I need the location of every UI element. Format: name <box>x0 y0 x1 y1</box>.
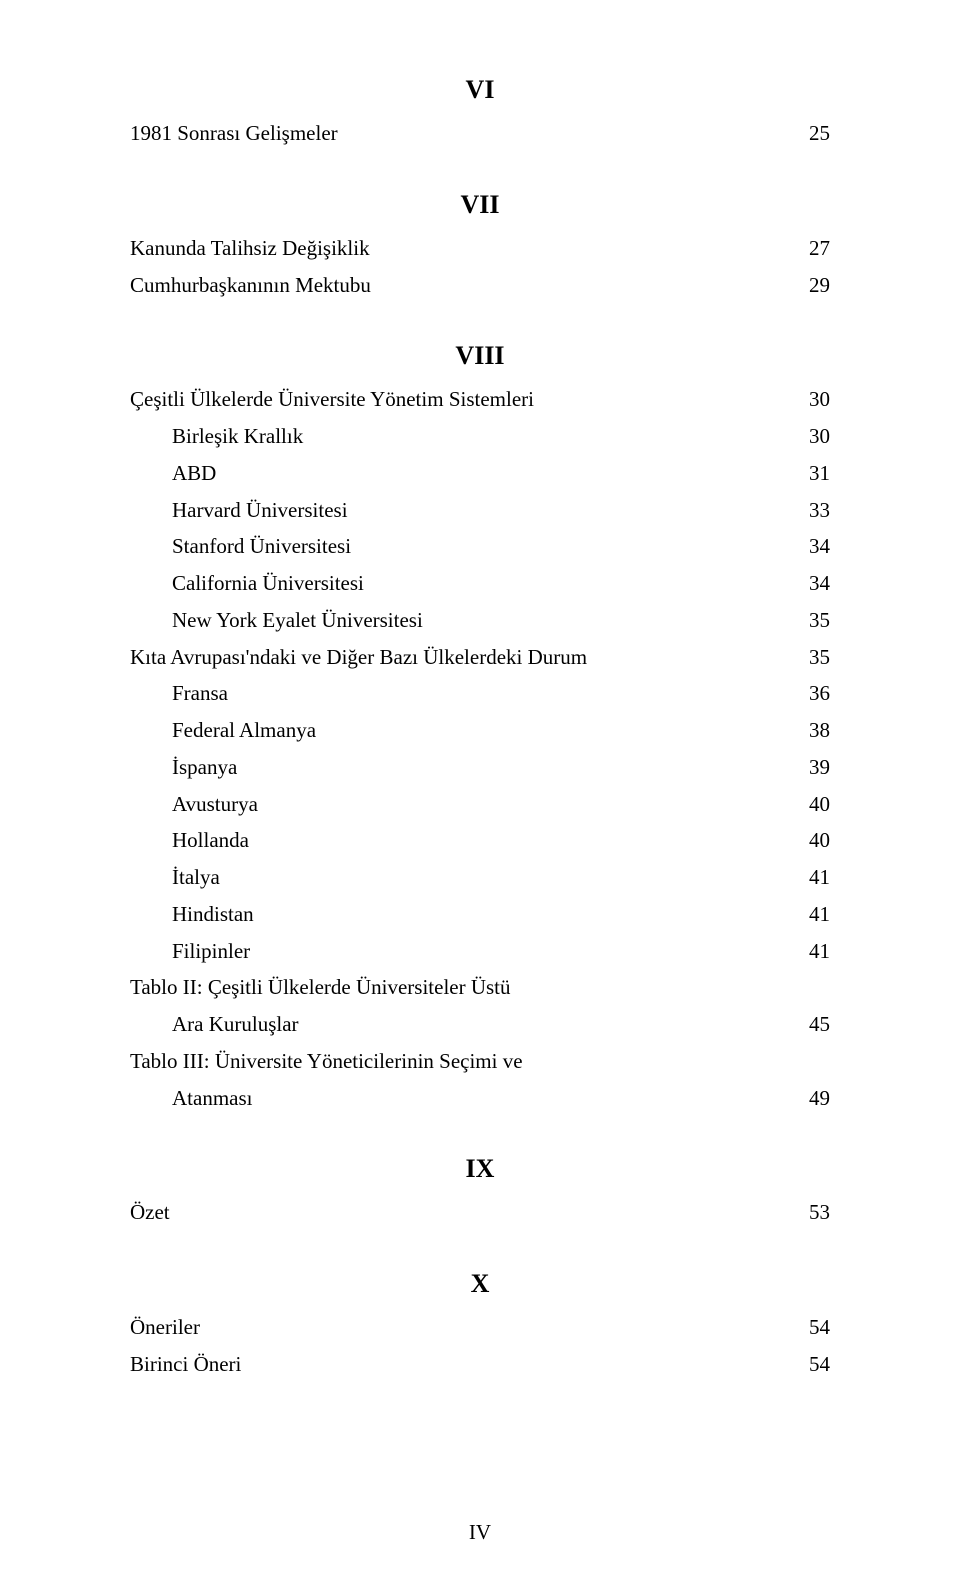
toc-entry-page: 29 <box>809 267 830 304</box>
toc-entry: İtalya 41 <box>130 859 830 896</box>
toc-entry-title: Kıta Avrupası'ndaki ve Diğer Bazı Ülkele… <box>130 639 587 676</box>
toc-entry: Hindistan 41 <box>130 896 830 933</box>
toc-entry-title: Çeşitli Ülkelerde Üniversite Yönetim Sis… <box>130 381 534 418</box>
toc-entry: ABD 31 <box>130 455 830 492</box>
page-footer-number: IV <box>0 1520 960 1545</box>
toc-entry-title: İtalya <box>172 859 220 896</box>
toc-entry-title: Birinci Öneri <box>130 1346 241 1383</box>
toc-entry-page: 40 <box>809 786 830 823</box>
toc-entry: Öneriler 54 <box>130 1309 830 1346</box>
toc-entry-page: 25 <box>809 115 830 152</box>
section-number: VI <box>130 75 830 105</box>
toc-entry-page: 33 <box>809 492 830 529</box>
toc-entry-page: 31 <box>809 455 830 492</box>
section-number: IX <box>130 1154 830 1184</box>
toc-entry-title: Birleşik Krallık <box>172 418 303 455</box>
toc-entry-title: Avusturya <box>172 786 258 823</box>
toc-entry: 1981 Sonrası Gelişmeler 25 <box>130 115 830 152</box>
toc-entry-page: 30 <box>809 381 830 418</box>
toc-entry-page: 34 <box>809 565 830 602</box>
toc-entry: Hollanda 40 <box>130 822 830 859</box>
toc-entry: Özet 53 <box>130 1194 830 1231</box>
table-of-contents: VI 1981 Sonrası Gelişmeler 25 VII Kanunda Ta… <box>130 75 830 1383</box>
toc-entry-page: 34 <box>809 528 830 565</box>
toc-entry-page: 53 <box>809 1194 830 1231</box>
toc-entry-page: 45 <box>809 1006 830 1043</box>
toc-entry-title: California Üniversitesi <box>172 565 364 602</box>
toc-entry: Harvard Üniversitesi 33 <box>130 492 830 529</box>
toc-entry-page: 41 <box>809 896 830 933</box>
toc-entry-page: 41 <box>809 859 830 896</box>
toc-entry-page: 49 <box>809 1080 830 1117</box>
toc-entry-page: 38 <box>809 712 830 749</box>
toc-entry-page: 40 <box>809 822 830 859</box>
toc-entry-title: 1981 Sonrası Gelişmeler <box>130 115 338 152</box>
toc-entry-title: Özet <box>130 1194 170 1231</box>
toc-entry-title: İspanya <box>172 749 237 786</box>
toc-entry-page: 36 <box>809 675 830 712</box>
toc-entry-title: Tablo III: Üniversite Yöneticilerinin Se… <box>130 1043 523 1080</box>
toc-entry: Kıta Avrupası'ndaki ve Diğer Bazı Ülkele… <box>130 639 830 676</box>
toc-entry: İspanya 39 <box>130 749 830 786</box>
toc-entry-page: 30 <box>809 418 830 455</box>
section-number: VIII <box>130 341 830 371</box>
toc-entry-page: 35 <box>809 639 830 676</box>
toc-entry-title: Fransa <box>172 675 228 712</box>
toc-entry: Filipinler 41 <box>130 933 830 970</box>
toc-entry-title: Ara Kuruluşlar <box>172 1006 299 1043</box>
toc-entry: Stanford Üniversitesi 34 <box>130 528 830 565</box>
toc-entry-title: Hindistan <box>172 896 254 933</box>
toc-entry: Birleşik Krallık 30 <box>130 418 830 455</box>
toc-entry-title: Stanford Üniversitesi <box>172 528 351 565</box>
toc-entry-page: 35 <box>809 602 830 639</box>
toc-entry: Kanunda Talihsiz Değişiklik 27 <box>130 230 830 267</box>
toc-entry: Cumhurbaşkanının Mektubu 29 <box>130 267 830 304</box>
toc-entry-page: 39 <box>809 749 830 786</box>
toc-entry-title: Atanması <box>172 1080 252 1117</box>
toc-entry: Fransa 36 <box>130 675 830 712</box>
toc-entry-page: 41 <box>809 933 830 970</box>
toc-entry-title: ABD <box>172 455 216 492</box>
toc-entry-continuation: Atanması 49 <box>130 1080 830 1117</box>
toc-entry: Avusturya 40 <box>130 786 830 823</box>
toc-entry-title: Filipinler <box>172 933 250 970</box>
toc-entry: Birinci Öneri 54 <box>130 1346 830 1383</box>
toc-entry-title: Öneriler <box>130 1309 200 1346</box>
toc-entry: Federal Almanya 38 <box>130 712 830 749</box>
toc-entry: New York Eyalet Üniversitesi 35 <box>130 602 830 639</box>
toc-entry-title: Cumhurbaşkanının Mektubu <box>130 267 371 304</box>
section-number: VII <box>130 190 830 220</box>
toc-entry-title: Federal Almanya <box>172 712 316 749</box>
toc-entry-page: 54 <box>809 1346 830 1383</box>
toc-entry-title: Kanunda Talihsiz Değişiklik <box>130 230 370 267</box>
toc-entry-title: Harvard Üniversitesi <box>172 492 348 529</box>
toc-entry-page: 54 <box>809 1309 830 1346</box>
toc-entry: Tablo III: Üniversite Yöneticilerinin Se… <box>130 1043 830 1080</box>
toc-entry-continuation: Ara Kuruluşlar 45 <box>130 1006 830 1043</box>
toc-entry: Tablo II: Çeşitli Ülkelerde Üniversitele… <box>130 969 830 1006</box>
toc-entry-title: New York Eyalet Üniversitesi <box>172 602 423 639</box>
toc-entry: Çeşitli Ülkelerde Üniversite Yönetim Sis… <box>130 381 830 418</box>
toc-entry-page: 27 <box>809 230 830 267</box>
section-number: X <box>130 1269 830 1299</box>
toc-entry-title: Tablo II: Çeşitli Ülkelerde Üniversitele… <box>130 969 511 1006</box>
toc-entry: California Üniversitesi 34 <box>130 565 830 602</box>
toc-entry-title: Hollanda <box>172 822 249 859</box>
